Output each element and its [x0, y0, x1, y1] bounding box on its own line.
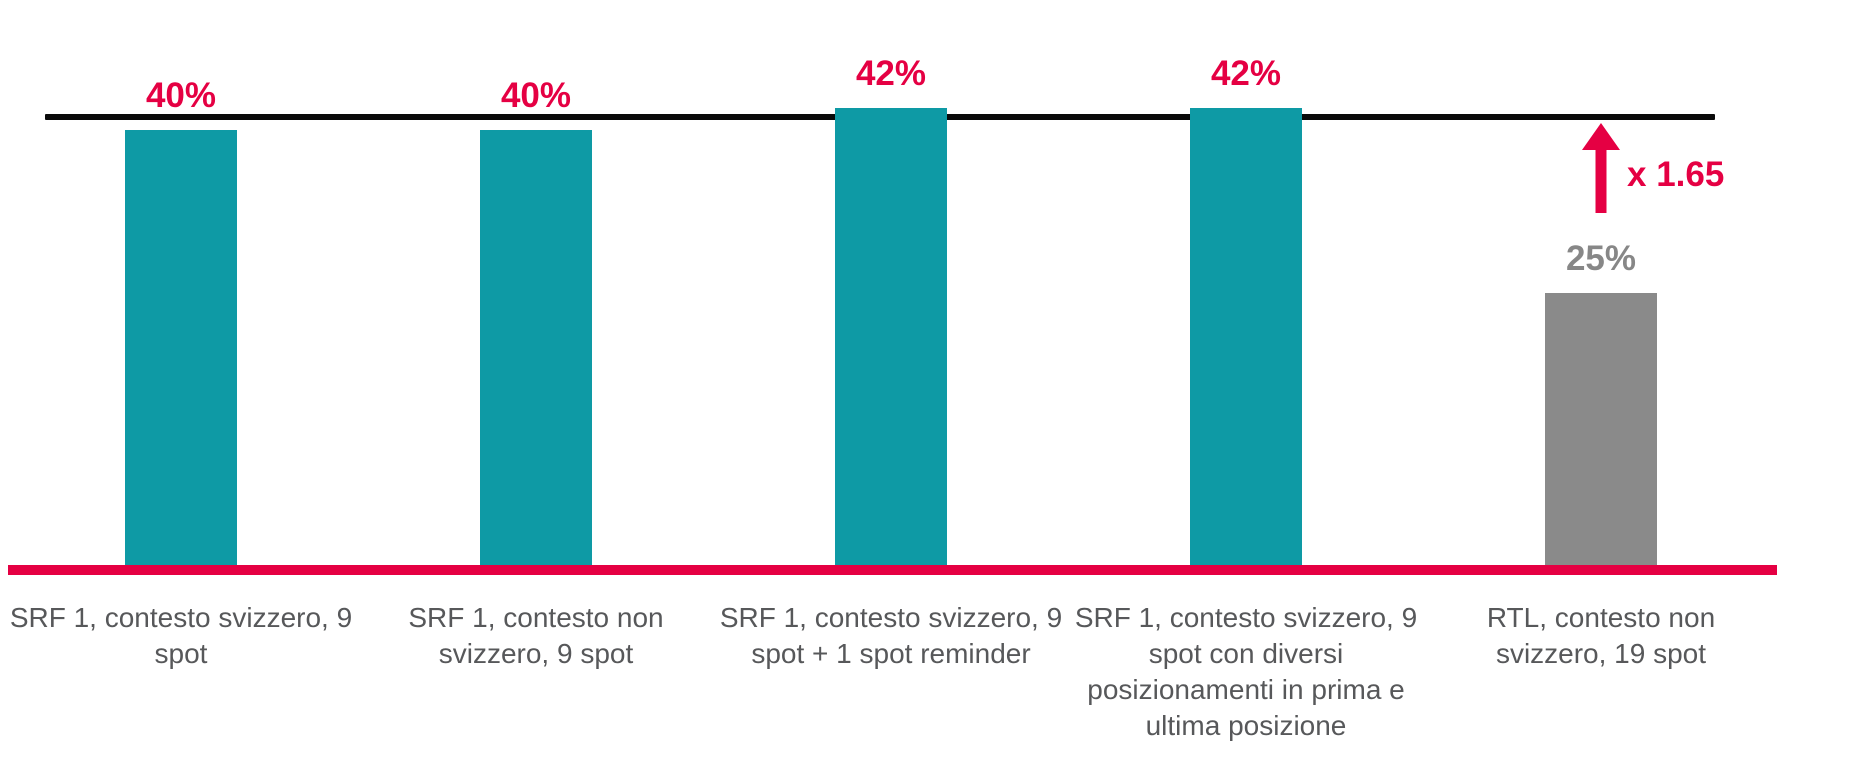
category-label-4: SRF 1, contesto svizzero, 9 spot con dive…: [1056, 600, 1436, 744]
bar-3: [835, 108, 947, 565]
category-label-1: SRF 1, contesto svizzero, 9 spot: [0, 600, 371, 672]
multiplier-label: x 1.65: [1627, 154, 1725, 194]
value-label-2: 40%: [500, 76, 572, 115]
bar-4: [1190, 108, 1302, 565]
category-label-line: SRF 1, contesto svizzero, 9: [719, 602, 1063, 633]
category-label-line: svizzero, 19 spot: [1495, 638, 1707, 669]
bar-5: [1545, 293, 1657, 565]
category-label-line: spot: [154, 638, 208, 669]
value-label-4: 42%: [1210, 54, 1282, 94]
category-label-line: spot con diversi: [1148, 638, 1344, 669]
value-label-3: 42%: [855, 54, 927, 94]
category-label-line: svizzero, 9 spot: [438, 638, 634, 669]
category-label-line: SRF 1, contesto svizzero, 9: [9, 602, 353, 633]
category-label-line: RTL, contesto non: [1486, 602, 1716, 633]
bar-1: [125, 130, 237, 565]
category-label-3: SRF 1, contesto svizzero, 9 spot + 1 spot…: [701, 600, 1081, 672]
multiplier-arrow-icon: [1577, 121, 1625, 221]
category-label-line: spot + 1 spot reminder: [751, 638, 1031, 669]
x-axis-baseline: [8, 565, 1777, 575]
bar-2: [480, 130, 592, 565]
category-label-line: SRF 1, contesto non: [408, 602, 664, 633]
value-label-1: 40%: [145, 76, 217, 115]
category-label-5: RTL, contesto non svizzero, 19 spot: [1411, 600, 1791, 672]
value-label-5: 25%: [1565, 239, 1637, 279]
category-label-2: SRF 1, contesto non svizzero, 9 spot: [346, 600, 726, 672]
category-label-line: SRF 1, contesto svizzero, 9: [1074, 602, 1418, 633]
category-label-line: posizionamenti in prima e: [1087, 674, 1405, 705]
category-label-line: ultima posizione: [1145, 710, 1347, 741]
